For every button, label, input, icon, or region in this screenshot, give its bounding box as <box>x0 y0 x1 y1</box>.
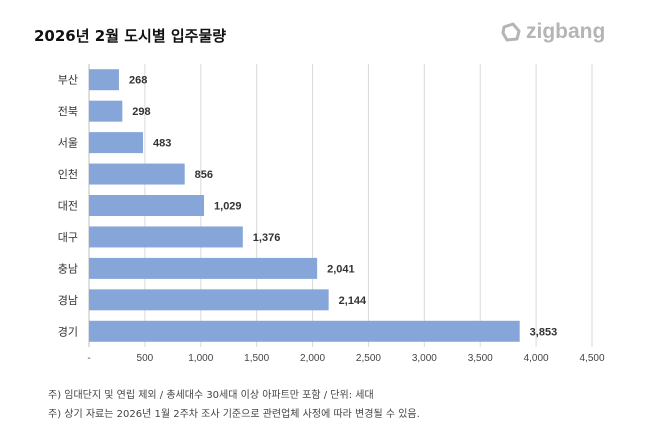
x-tick-label: 1,000 <box>188 353 213 364</box>
data-label: 1,376 <box>253 232 281 244</box>
x-tick-label: 3,500 <box>468 353 493 364</box>
x-tick-label: 500 <box>137 353 154 364</box>
bar <box>89 100 123 122</box>
x-tick-label: 3,000 <box>412 353 437 364</box>
y-tick-label: 경남 <box>58 294 78 307</box>
y-tick-label: 전북 <box>58 105 78 118</box>
y-tick-label: 부산 <box>58 74 78 87</box>
data-label: 268 <box>129 75 147 87</box>
chart-title: 2026년 2월 도시별 입주물량 <box>34 27 227 45</box>
x-tick-label: 2,500 <box>356 353 381 364</box>
bar-chart: - 500 1,000 1,500 2,000 2,500 3,000 3,500 4,000 4… <box>58 64 605 364</box>
x-tick-label: 4,500 <box>579 353 604 364</box>
zigbang-logo-icon <box>501 22 521 42</box>
bar <box>89 320 520 342</box>
data-label: 1,029 <box>214 201 242 213</box>
x-tick-label: 1,500 <box>244 353 269 364</box>
bar <box>89 289 329 311</box>
y-tick-label: 인천 <box>58 167 78 181</box>
x-tick-label: 4,000 <box>524 353 549 364</box>
y-tick-label: 대구 <box>58 231 78 244</box>
y-tick-label: 경기 <box>58 325 78 338</box>
data-label: 298 <box>132 106 150 118</box>
footnote: 주) 임대단지 및 연립 제외 / 총세대수 30세대 이상 아파트만 포함 /… <box>48 390 374 401</box>
y-tick-label: 대전 <box>58 200 78 213</box>
footnotes: 주) 임대단지 및 연립 제외 / 총세대수 30세대 이상 아파트만 포함 /… <box>48 386 420 424</box>
y-tick-label: 충남 <box>58 262 78 275</box>
zigbang-logo: zigbang <box>500 20 605 44</box>
bar <box>89 226 243 248</box>
data-label: 856 <box>195 169 213 181</box>
data-label: 2,144 <box>339 295 367 307</box>
bar <box>89 132 143 154</box>
footnote: 주) 상기 자료는 2026년 1월 2주차 조사 기준으로 관련업체 사정에 … <box>48 409 420 420</box>
data-label: 3,853 <box>530 326 558 338</box>
bar <box>89 69 119 91</box>
data-label: 2,041 <box>327 263 355 275</box>
x-tick-label: - <box>87 353 90 364</box>
x-tick-label: 2,000 <box>300 353 325 364</box>
y-tick-label: 서울 <box>58 137 78 150</box>
bar <box>89 195 205 216</box>
bar <box>89 163 185 185</box>
logo-text: zigbang <box>526 20 606 43</box>
data-label: 483 <box>153 138 171 150</box>
bar <box>89 257 318 279</box>
